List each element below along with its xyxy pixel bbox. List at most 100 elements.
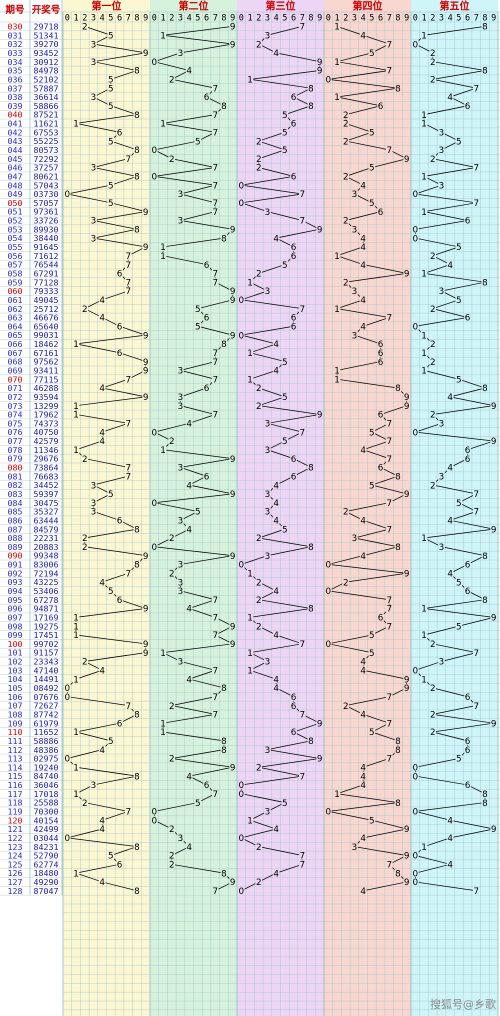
digit-marker-bg <box>90 40 97 49</box>
digit-marker: 5 <box>108 84 114 94</box>
issue-number: 078 <box>8 445 23 455</box>
digit-marker: 3 <box>265 31 271 41</box>
digit-marker: 4 <box>273 675 279 685</box>
digit-marker-bg <box>272 366 280 375</box>
issue-number: 095 <box>8 595 23 605</box>
digit-marker: 3 <box>265 446 271 456</box>
digit-marker: 7 <box>386 437 392 447</box>
digit-marker: 3 <box>91 164 97 174</box>
digit-marker: 2 <box>82 305 88 315</box>
issue-number: 046 <box>8 163 23 173</box>
digit-marker-bg <box>142 48 149 57</box>
digit-marker-bg <box>72 622 80 631</box>
digit-marker: 5 <box>282 358 288 368</box>
position-title: 第四位 <box>353 0 383 13</box>
digit-marker: 6 <box>117 596 123 606</box>
digit-marker: 6 <box>117 349 123 359</box>
digit-marker: 0 <box>326 808 332 818</box>
digit-marker: 9 <box>404 155 410 165</box>
digit-marker-bg <box>412 189 419 198</box>
digit-marker-bg <box>368 728 376 737</box>
draw-number: 49045 <box>34 295 59 305</box>
digit-marker-bg <box>455 754 463 763</box>
digit-marker-bg <box>412 234 419 243</box>
digit-marker-bg <box>368 648 376 657</box>
digit-marker: 8 <box>221 684 227 694</box>
digit-marker: 4 <box>99 428 105 438</box>
digit-marker: 8 <box>134 772 140 782</box>
digit-marker: 0 <box>326 76 332 86</box>
draw-number: 40750 <box>34 427 59 437</box>
digit-marker-bg <box>281 798 289 807</box>
issue-number: 112 <box>8 745 23 755</box>
digit-marker-bg <box>359 833 367 842</box>
digit-marker: 9 <box>404 490 410 500</box>
digit-marker: 9 <box>404 675 410 685</box>
digit-marker: 0 <box>152 146 158 156</box>
digit-marker-bg <box>333 304 341 313</box>
digit-marker-bg <box>124 251 132 260</box>
digit-marker: 2 <box>430 358 436 368</box>
digit-marker-bg <box>394 736 402 745</box>
digit-marker-bg <box>455 498 463 507</box>
digit-marker: 4 <box>186 675 192 685</box>
issue-number: 104 <box>8 674 23 684</box>
digit-marker: 4 <box>99 578 105 588</box>
digit-marker: 4 <box>360 322 366 332</box>
digit-marker: 8 <box>221 340 227 350</box>
digit-marker-bg <box>177 48 184 57</box>
digit-marker: 3 <box>439 472 445 482</box>
draw-number: 30912 <box>34 57 59 67</box>
digit-marker-bg <box>333 57 341 66</box>
digit-marker: 6 <box>291 120 297 130</box>
draw-number: 36614 <box>34 92 59 102</box>
digit-marker-bg <box>211 692 219 701</box>
digit-marker-bg <box>107 198 115 207</box>
draw-number: 52102 <box>34 74 59 84</box>
digit-marker-bg <box>420 331 428 340</box>
digit-marker: 6 <box>117 128 123 138</box>
digit-header: 1 <box>421 14 426 24</box>
digit-marker-bg <box>403 489 410 498</box>
issue-number: 109 <box>8 718 23 728</box>
digit-marker: 5 <box>108 76 114 86</box>
digit-marker-bg <box>464 560 471 569</box>
digit-marker: 8 <box>308 737 314 747</box>
draw-number: 89930 <box>34 224 59 234</box>
digit-marker-bg <box>229 225 236 234</box>
digit-marker-bg <box>246 278 254 287</box>
digit-marker: 2 <box>343 578 349 588</box>
issue-number: 043 <box>8 136 23 146</box>
digit-marker: 4 <box>360 446 366 456</box>
digit-marker-bg <box>124 375 132 384</box>
draw-number: 40154 <box>34 815 59 825</box>
digit-marker: 7 <box>125 261 131 271</box>
draw-number: 49290 <box>34 877 59 887</box>
digit-marker: 2 <box>343 702 349 712</box>
digit-marker: 1 <box>73 120 79 130</box>
digit-marker-bg <box>412 40 419 49</box>
digit-marker-bg <box>316 719 323 728</box>
digit-marker-bg <box>168 436 176 445</box>
digit-marker-bg <box>377 463 384 472</box>
digit-marker: 9 <box>143 367 149 377</box>
digit-marker: 9 <box>317 67 323 77</box>
digit-marker: 6 <box>291 728 297 738</box>
draw-number: 53406 <box>34 586 59 596</box>
digit-marker-bg <box>177 586 184 595</box>
digit-header: 8 <box>308 14 313 24</box>
digit-marker: 4 <box>273 234 279 244</box>
digit-header: 1 <box>160 14 165 24</box>
issue-number: 101 <box>8 648 23 658</box>
digit-marker-bg <box>490 613 497 622</box>
digit-marker: 2 <box>343 278 349 288</box>
digit-marker-bg <box>229 639 236 648</box>
digit-marker: 7 <box>212 270 218 280</box>
digit-marker: 3 <box>178 367 184 377</box>
issue-number: 048 <box>8 180 23 190</box>
issue-number: 117 <box>8 789 23 799</box>
draw-number: 11652 <box>34 727 59 737</box>
digit-marker-bg <box>116 595 123 604</box>
digit-marker-bg <box>98 295 106 304</box>
digit-marker-bg <box>481 595 489 604</box>
